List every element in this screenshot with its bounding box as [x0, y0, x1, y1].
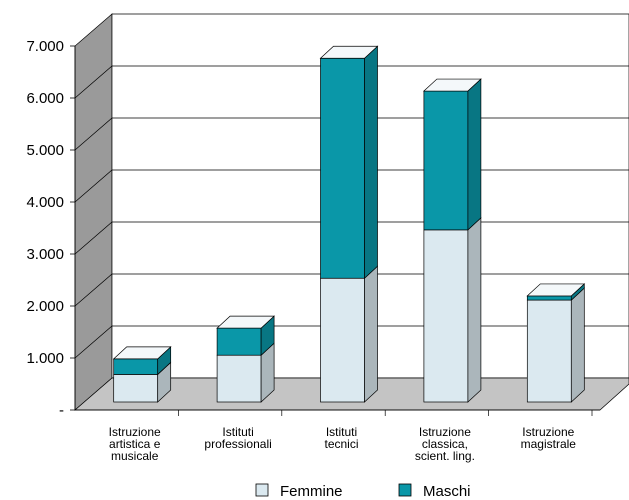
x-tick-label: Istituti tecnici: [324, 425, 358, 451]
bar-top: [526, 283, 586, 297]
x-tick-label-line: professionali: [204, 437, 271, 451]
y-tick-label: 2.000: [26, 298, 64, 315]
bar: [320, 57, 365, 279]
bar-side: [364, 45, 378, 280]
x-tick-label-line: magistrale: [521, 437, 577, 451]
y-tick-label: -: [59, 402, 64, 419]
y-tick-label: 1.000: [26, 350, 64, 367]
legend-label: Femmine: [280, 483, 343, 500]
bar: [423, 229, 469, 403]
bar: [113, 374, 159, 403]
bar-top: [112, 346, 172, 360]
legend-swatch: [255, 483, 269, 497]
legend-label: Maschi: [423, 483, 471, 500]
bar-side: [364, 265, 378, 403]
y-tick-label: 5.000: [26, 142, 64, 159]
bar: [216, 327, 262, 356]
x-tick-label-line: Istituti: [326, 425, 357, 439]
x-tick-label-line: Istruzione: [419, 425, 471, 439]
bar: [526, 295, 572, 301]
bar-side: [570, 287, 585, 403]
bar-top: [423, 78, 482, 92]
x-tick-label-line: tecnici: [324, 437, 358, 451]
y-tick-label: 6.000: [26, 90, 64, 107]
bar-side: [467, 217, 482, 403]
legend-swatch: [398, 483, 412, 497]
bar: [113, 358, 159, 375]
bar: [423, 90, 469, 231]
y-tick-label: 3.000: [26, 246, 64, 263]
bar: [320, 277, 365, 403]
y-tick-label: 7.000: [26, 38, 64, 55]
bar-side: [467, 78, 482, 231]
x-tick-label: Istituti professionali: [204, 425, 271, 451]
bar: [216, 354, 262, 403]
left-wall: [74, 13, 113, 411]
x-tick-label: Istruzione artistica e musicale: [109, 425, 161, 463]
grid-line: [74, 65, 629, 99]
bar: [526, 299, 572, 403]
x-tick-label-line: Istituti: [222, 425, 253, 439]
x-tick-label-line: scient. ling.: [415, 449, 475, 463]
x-tick-label-line: Istruzione: [109, 425, 161, 439]
bar-top: [319, 45, 379, 59]
x-tick-label: Istruzione classica, scient. ling.: [415, 425, 475, 463]
y-tick-label: 4.000: [26, 194, 64, 211]
x-tick-label: Istruzione magistrale: [521, 425, 577, 451]
x-tick-label-line: artistica e: [109, 437, 161, 451]
x-tick-label-line: classica,: [422, 437, 468, 451]
x-tick-label-line: musicale: [111, 449, 159, 463]
x-tick-label-line: Istruzione: [522, 425, 574, 439]
bar-top: [216, 315, 275, 329]
